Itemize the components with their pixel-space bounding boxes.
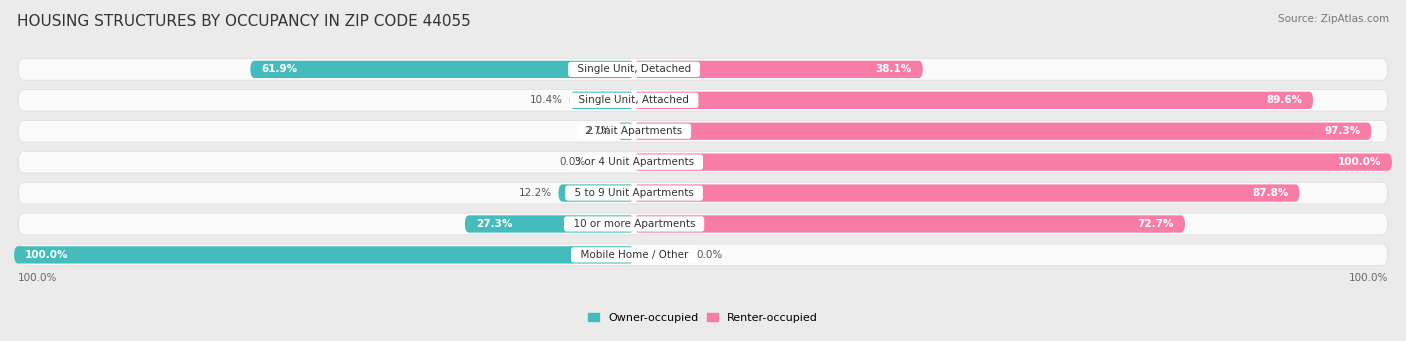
Text: Single Unit, Attached: Single Unit, Attached (572, 95, 696, 105)
FancyBboxPatch shape (634, 184, 1299, 202)
Text: 100.0%: 100.0% (1337, 157, 1381, 167)
FancyBboxPatch shape (634, 61, 922, 78)
FancyBboxPatch shape (465, 215, 634, 233)
Text: 89.6%: 89.6% (1265, 95, 1302, 105)
Text: 2.7%: 2.7% (583, 126, 610, 136)
Text: 12.2%: 12.2% (519, 188, 551, 198)
Text: 0.0%: 0.0% (696, 250, 723, 260)
Text: 5 to 9 Unit Apartments: 5 to 9 Unit Apartments (568, 188, 700, 198)
FancyBboxPatch shape (634, 122, 1371, 140)
FancyBboxPatch shape (558, 184, 634, 202)
FancyBboxPatch shape (18, 120, 1388, 142)
Text: 10.4%: 10.4% (530, 95, 562, 105)
FancyBboxPatch shape (569, 92, 634, 109)
Text: 3 or 4 Unit Apartments: 3 or 4 Unit Apartments (568, 157, 700, 167)
FancyBboxPatch shape (18, 244, 1388, 266)
Text: 2 Unit Apartments: 2 Unit Apartments (579, 126, 689, 136)
Text: 87.8%: 87.8% (1253, 188, 1288, 198)
Text: Single Unit, Detached: Single Unit, Detached (571, 64, 697, 74)
FancyBboxPatch shape (18, 89, 1388, 111)
Text: HOUSING STRUCTURES BY OCCUPANCY IN ZIP CODE 44055: HOUSING STRUCTURES BY OCCUPANCY IN ZIP C… (17, 14, 471, 29)
Text: 100.0%: 100.0% (18, 273, 58, 283)
Text: 100.0%: 100.0% (25, 250, 69, 260)
FancyBboxPatch shape (18, 151, 1388, 173)
FancyBboxPatch shape (250, 61, 634, 78)
FancyBboxPatch shape (634, 92, 1313, 109)
Text: 10 or more Apartments: 10 or more Apartments (567, 219, 702, 229)
Text: 61.9%: 61.9% (262, 64, 298, 74)
Text: 38.1%: 38.1% (876, 64, 912, 74)
Text: Mobile Home / Other: Mobile Home / Other (574, 250, 695, 260)
FancyBboxPatch shape (617, 122, 634, 140)
FancyBboxPatch shape (634, 153, 1392, 171)
Text: Source: ZipAtlas.com: Source: ZipAtlas.com (1278, 14, 1389, 24)
Text: 72.7%: 72.7% (1137, 219, 1174, 229)
FancyBboxPatch shape (634, 215, 1185, 233)
Text: 0.0%: 0.0% (560, 157, 586, 167)
Text: 27.3%: 27.3% (475, 219, 512, 229)
FancyBboxPatch shape (14, 246, 634, 264)
Legend: Owner-occupied, Renter-occupied: Owner-occupied, Renter-occupied (586, 311, 820, 325)
Text: 100.0%: 100.0% (1348, 273, 1388, 283)
FancyBboxPatch shape (18, 182, 1388, 204)
Text: 97.3%: 97.3% (1324, 126, 1361, 136)
FancyBboxPatch shape (18, 213, 1388, 235)
FancyBboxPatch shape (18, 59, 1388, 80)
